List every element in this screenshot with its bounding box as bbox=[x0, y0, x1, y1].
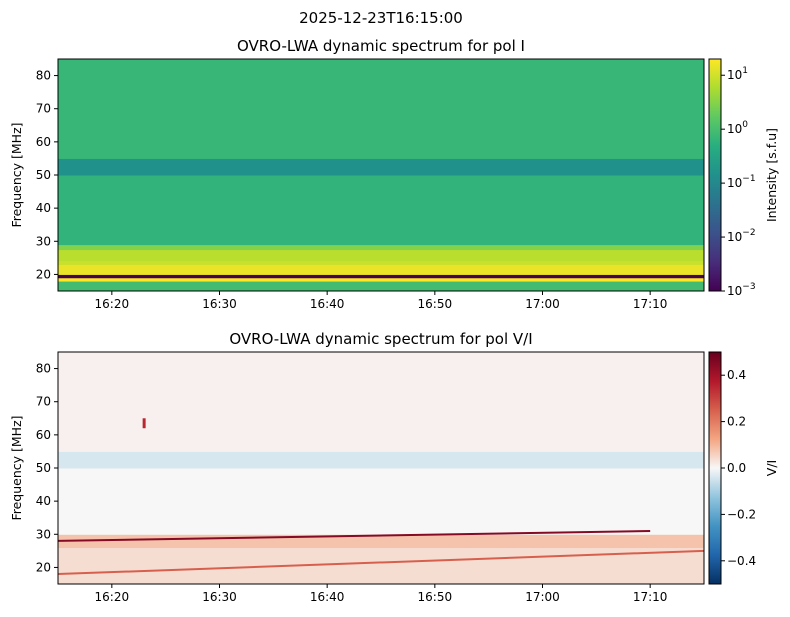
panel-stokes-v: OVRO-LWA dynamic spectrum for pol V/I 16… bbox=[9, 330, 779, 604]
y-axis-label: Frequency [MHz] bbox=[9, 122, 24, 227]
colorbar-tick-label: 0.2 bbox=[727, 415, 746, 429]
x-tick-label: 17:00 bbox=[525, 590, 560, 604]
x-tick-label: 16:30 bbox=[202, 297, 237, 311]
colorbar-tick-label: 0.4 bbox=[727, 368, 746, 382]
x-tick-label: 17:10 bbox=[633, 590, 668, 604]
x-tick-label: 16:30 bbox=[202, 590, 237, 604]
y-tick-label: 80 bbox=[36, 362, 51, 376]
colorbar-tick-label: 10−2 bbox=[727, 228, 756, 244]
colorbar-label: Intensity [s.f.u] bbox=[764, 128, 779, 222]
y-tick-label: 60 bbox=[36, 428, 51, 442]
figure-title: 2025-12-23T16:15:00 bbox=[299, 9, 463, 27]
drifting-feature bbox=[58, 529, 651, 542]
y-tick-label: 40 bbox=[36, 494, 51, 508]
x-tick-label: 16:40 bbox=[310, 590, 345, 604]
panel-intensity: OVRO-LWA dynamic spectrum for pol I 16:2… bbox=[9, 37, 779, 311]
y-tick-label: 30 bbox=[36, 234, 51, 248]
y-tick-label: 20 bbox=[36, 267, 51, 281]
spectrum-band bbox=[58, 352, 704, 452]
y-tick-label: 70 bbox=[36, 395, 51, 409]
panel-title: OVRO-LWA dynamic spectrum for pol V/I bbox=[229, 330, 532, 348]
colorbar-tick-label: −0.2 bbox=[727, 507, 756, 521]
colorbar-tick-label: 0.0 bbox=[727, 461, 746, 475]
spectrum-band bbox=[58, 249, 704, 262]
colorbar-tick-label: 10−3 bbox=[727, 282, 756, 298]
spectrum-band bbox=[58, 281, 704, 291]
spectrum-band bbox=[58, 244, 704, 251]
drifting-feature bbox=[58, 549, 704, 576]
y-axis: 20 30 40 50 60 70 80 bbox=[36, 362, 58, 574]
spectrum-band bbox=[58, 59, 704, 159]
y-tick-label: 70 bbox=[36, 102, 51, 116]
colorbar bbox=[709, 59, 721, 291]
y-tick-label: 60 bbox=[36, 135, 51, 149]
x-axis: 16:20 16:30 16:40 16:50 17:00 17:10 bbox=[95, 584, 668, 604]
x-axis: 16:20 16:30 16:40 16:50 17:00 17:10 bbox=[95, 291, 668, 311]
x-tick-label: 16:20 bbox=[95, 590, 130, 604]
colorbar-axis: 0.4 0.2 0.0 −0.2 −0.4 bbox=[721, 368, 756, 568]
burst-feature bbox=[142, 418, 146, 429]
x-tick-label: 17:00 bbox=[525, 297, 560, 311]
x-tick-label: 16:40 bbox=[310, 297, 345, 311]
spectrum-band bbox=[58, 468, 704, 535]
spectrum-band bbox=[58, 274, 704, 279]
colorbar-tick-label: 100 bbox=[727, 120, 748, 136]
colorbar-tick-label: −0.4 bbox=[727, 554, 756, 568]
colorbar-label: V/I bbox=[764, 460, 779, 476]
spectrum-band bbox=[58, 264, 704, 275]
spectrum-band bbox=[58, 547, 704, 584]
spectrum-band bbox=[58, 260, 704, 265]
x-tick-label: 16:50 bbox=[418, 297, 453, 311]
colorbar-axis: 101 100 10−1 10−2 10−3 bbox=[721, 66, 756, 298]
colorbar bbox=[709, 352, 721, 584]
colorbar-tick-label: 10−1 bbox=[727, 174, 756, 190]
x-tick-label: 17:10 bbox=[633, 297, 668, 311]
y-axis-label: Frequency [MHz] bbox=[9, 415, 24, 520]
y-axis: 20 30 40 50 60 70 80 bbox=[36, 69, 58, 281]
x-tick-label: 16:50 bbox=[418, 590, 453, 604]
y-tick-label: 80 bbox=[36, 69, 51, 83]
y-tick-label: 30 bbox=[36, 527, 51, 541]
y-tick-label: 40 bbox=[36, 201, 51, 215]
y-tick-label: 50 bbox=[36, 168, 51, 182]
panel-title: OVRO-LWA dynamic spectrum for pol I bbox=[237, 37, 525, 55]
spectrum-band bbox=[58, 158, 704, 176]
colorbar-tick-label: 101 bbox=[727, 66, 748, 82]
y-tick-label: 20 bbox=[36, 560, 51, 574]
spectrum-image bbox=[58, 59, 704, 291]
colorbar-frame bbox=[708, 58, 722, 292]
spectrum-band bbox=[58, 451, 704, 469]
x-tick-label: 16:20 bbox=[95, 297, 130, 311]
spectrum-band bbox=[58, 175, 704, 246]
spectrum-image bbox=[58, 352, 704, 584]
y-tick-label: 50 bbox=[36, 461, 51, 475]
spectrum-band bbox=[58, 277, 704, 282]
